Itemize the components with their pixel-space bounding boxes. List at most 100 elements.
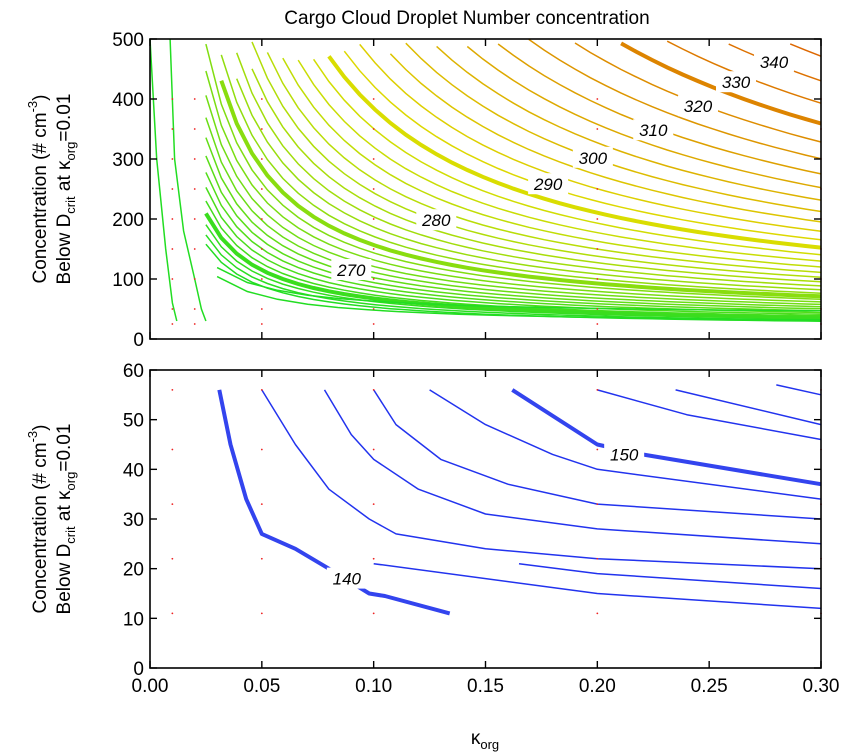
contour-level-label: 330 [716, 71, 757, 93]
x-axis-label: κorg [471, 728, 499, 752]
top-panel: 270 280 290 300 310 320 330 340 0 100 200 300 400 50… [112, 30, 822, 351]
sample-point [596, 323, 599, 325]
bottom-contour-line [597, 389, 822, 441]
sample-point [260, 323, 263, 325]
bottom-contour-lines [217, 384, 822, 616]
sample-point [260, 128, 263, 130]
bottom-panel: 140 150 0 10 20 30 40 50 60 0.00 0.05 0.10 0.15 0.2… [123, 361, 840, 697]
svg-text:Below Dcrit at κorg=0.01: Below Dcrit at κorg=0.01 [54, 94, 78, 285]
top-contour-line [282, 57, 822, 268]
label-background [326, 567, 367, 589]
sample-point [372, 448, 375, 451]
top-contour-line [789, 43, 822, 57]
top-contour-line [205, 95, 822, 306]
top-contour-line [149, 38, 178, 322]
sample-point [372, 188, 375, 190]
label-background [677, 95, 718, 117]
bottom-contour-line [373, 389, 822, 520]
sample-point [171, 98, 174, 100]
top-contour-line [235, 52, 822, 287]
sample-point [372, 308, 375, 310]
y-tick-label: 10 [123, 609, 144, 630]
y-tick-label: 20 [123, 560, 144, 581]
sample-point [171, 448, 174, 451]
top-contour-line [220, 54, 822, 294]
sample-point [193, 278, 196, 280]
contour-level-label: 270 [331, 259, 372, 280]
sample-point [171, 323, 174, 325]
sample-point [260, 612, 263, 615]
top-y-axis: 0 100 200 300 400 500 [112, 30, 821, 351]
contour-level-label: 320 [677, 95, 718, 117]
x-tick-label: 0.15 [467, 676, 504, 697]
y-tick-label: 60 [123, 361, 144, 382]
contour-label-text: 140 [333, 570, 362, 589]
top-contour-line [466, 45, 822, 189]
sample-point [372, 503, 375, 505]
y-tick-label: 100 [112, 270, 144, 291]
bottom-contour-line [217, 389, 451, 616]
top-contour-line [528, 38, 822, 160]
sample-point [193, 218, 196, 220]
sample-point [171, 308, 174, 310]
label-background [416, 209, 457, 231]
sample-point [171, 278, 174, 280]
top-contour-line [327, 55, 822, 250]
bottom-contour-labels: 140 150 [326, 443, 645, 589]
sample-point [171, 388, 174, 391]
contour-level-label: 280 [416, 209, 457, 231]
label-background [572, 146, 613, 168]
sample-point [260, 448, 263, 451]
sample-point [193, 188, 196, 190]
sample-point [372, 128, 375, 130]
top-contour-line [405, 42, 822, 213]
bottom-contour-line [261, 389, 822, 570]
sample-point [596, 128, 599, 130]
svg-text:Concentration (# cm-3): Concentration (# cm-3) [25, 95, 51, 284]
sample-point [260, 308, 263, 310]
sample-point [171, 218, 174, 220]
label-background [604, 443, 645, 465]
top-contour-line [436, 45, 822, 201]
x-tick-label: 0.10 [355, 676, 392, 697]
top-contour-line [204, 212, 822, 320]
top-contour-line [205, 187, 822, 316]
top-contour-line [219, 80, 822, 299]
top-contour-line [205, 155, 822, 312]
sample-point [171, 128, 174, 130]
sample-point [260, 557, 263, 560]
top-contour-line [343, 50, 822, 241]
x-tick-label: 0.20 [579, 676, 616, 697]
contour-level-label: 310 [633, 119, 674, 141]
sample-point [372, 388, 375, 391]
top-contour-line [205, 117, 822, 308]
top-y-axis-label: Concentration (# cm-3) Below Dcrit at κo… [25, 94, 78, 285]
sample-point [596, 612, 599, 615]
contour-label-text: 300 [579, 149, 608, 168]
sample-point [372, 158, 375, 160]
sample-point [372, 248, 375, 250]
svg-text:Below Dcrit at κorg=0.01: Below Dcrit at κorg=0.01 [54, 424, 78, 615]
sample-point [171, 248, 174, 250]
sample-point [260, 278, 263, 280]
contour-level-label: 150 [604, 443, 645, 465]
sample-point [596, 98, 599, 100]
top-contour-line [359, 43, 822, 233]
sample-point [372, 612, 375, 615]
contour-label-text: 280 [421, 211, 451, 230]
chart-title: Cargo Cloud Droplet Number concentration [284, 8, 649, 29]
sample-point [171, 503, 174, 505]
top-contour-line [266, 52, 822, 274]
y-tick-label: 50 [123, 411, 144, 432]
x-tick-label: 0.05 [243, 676, 280, 697]
sample-point [372, 557, 375, 560]
bottom-contour-line [511, 388, 822, 487]
bottom-contour-line [675, 389, 822, 426]
contour-label-text: 150 [610, 445, 639, 464]
label-background [754, 50, 795, 72]
contour-level-label: 300 [572, 146, 613, 168]
top-contour-line [312, 58, 822, 256]
sample-point [193, 248, 196, 250]
y-tick-label: 40 [123, 460, 144, 481]
sample-point [596, 278, 599, 280]
